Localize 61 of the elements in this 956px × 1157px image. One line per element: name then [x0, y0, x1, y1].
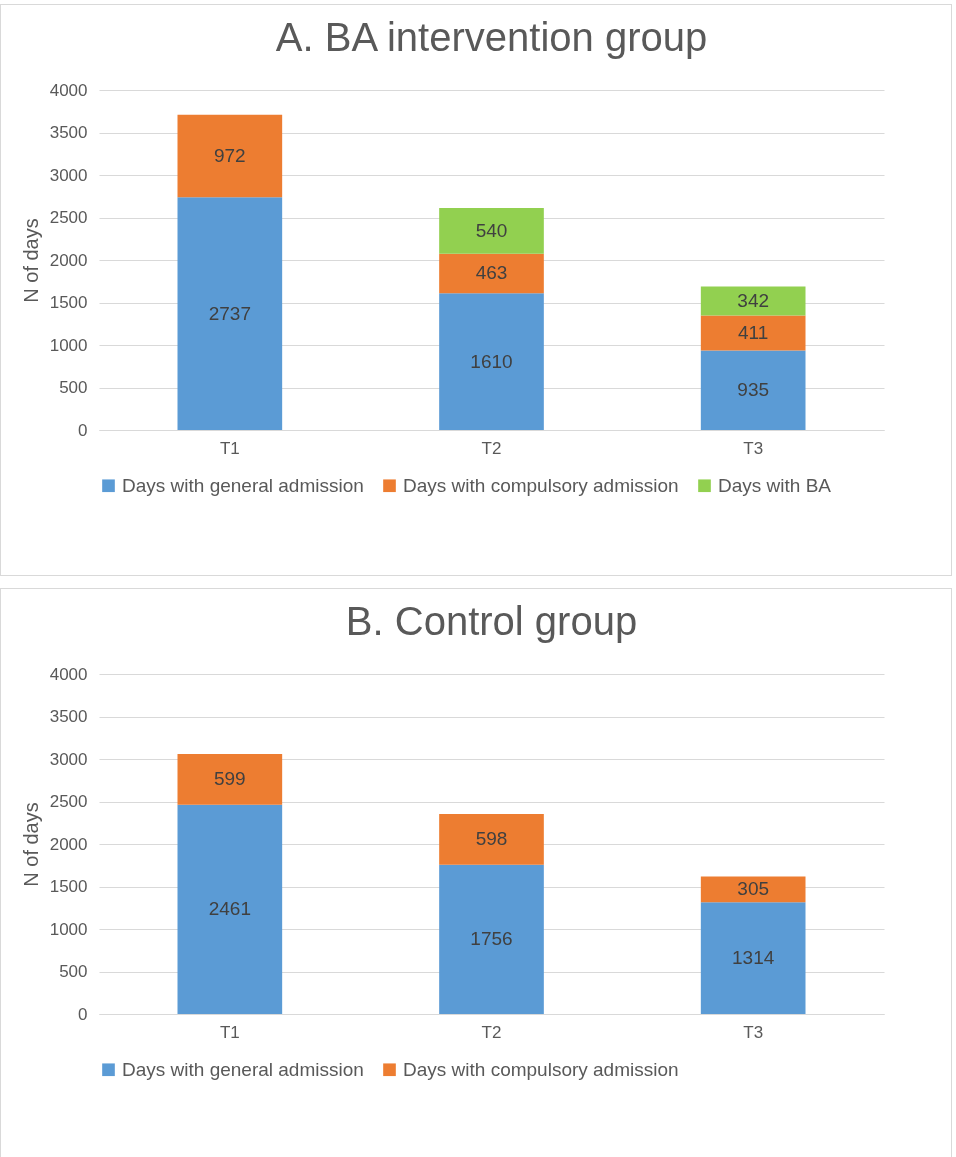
y-tick-label: 500	[59, 962, 88, 981]
y-tick-label: 1000	[49, 919, 88, 939]
bar	[177, 197, 283, 430]
data-label: 598	[475, 828, 508, 850]
x-tick-label: T3	[743, 438, 764, 458]
y-axis-title: N of days	[19, 802, 42, 887]
y-tick-label: 4000	[49, 664, 88, 684]
data-label: 935	[737, 379, 770, 401]
data-label: 2737	[208, 302, 251, 324]
x-tick-label: T2	[481, 438, 502, 458]
data-label: 1756	[470, 928, 513, 950]
y-tick-label: 1500	[49, 877, 88, 896]
y-tick-label: 0	[78, 420, 88, 440]
legend-label: Days with general admission	[122, 474, 364, 496]
y-tick-label: 3500	[49, 123, 88, 142]
y-tick-label: 1000	[49, 335, 88, 355]
data-label: 411	[738, 322, 769, 344]
data-label: 1314	[732, 947, 775, 969]
data-label: 463	[475, 262, 508, 284]
y-tick-label: 2500	[49, 792, 88, 811]
legend-label: Days with general admission	[122, 1058, 364, 1080]
bar	[439, 293, 544, 430]
y-tick-label: 0	[78, 1004, 88, 1024]
chart-title: A. BA intervention group	[275, 15, 708, 59]
y-tick-label: 3500	[49, 707, 88, 726]
y-tick-label: 2000	[49, 834, 88, 854]
bar	[700, 350, 806, 430]
bar	[439, 813, 544, 865]
x-tick-label: T2	[481, 1022, 502, 1042]
bar	[700, 286, 806, 316]
x-tick-label: T3	[743, 1022, 764, 1042]
bar	[439, 864, 544, 1014]
bar	[177, 114, 283, 198]
x-tick-label: T1	[219, 438, 240, 458]
y-axis-title: N of days	[19, 218, 42, 303]
y-tick-label: 2500	[49, 208, 88, 227]
bar	[439, 207, 544, 254]
legend-label: Days with compulsory admission	[403, 474, 679, 496]
y-tick-label: 3000	[49, 749, 88, 769]
data-label: 342	[737, 290, 770, 312]
legend-label: Days with BA	[718, 474, 832, 496]
legend-label: Days with compulsory admission	[403, 1058, 679, 1080]
x-tick-label: T1	[219, 1022, 240, 1042]
y-tick-label: 1500	[49, 293, 88, 312]
bar	[700, 315, 806, 351]
y-tick-label: 3000	[49, 165, 88, 185]
bar	[700, 902, 806, 1014]
bar	[177, 804, 283, 1014]
bar	[177, 753, 283, 805]
y-tick-label: 4000	[49, 80, 88, 100]
data-label: 305	[737, 878, 770, 900]
bar	[439, 253, 544, 294]
y-tick-label: 2000	[49, 250, 88, 270]
data-label: 2461	[208, 898, 251, 920]
bar	[700, 876, 806, 903]
data-label: 1610	[470, 350, 513, 372]
chart-title: B. Control group	[345, 599, 638, 643]
data-label: 972	[213, 145, 246, 167]
data-label: 540	[475, 219, 508, 241]
y-tick-label: 500	[59, 378, 88, 397]
data-label: 599	[213, 768, 246, 790]
